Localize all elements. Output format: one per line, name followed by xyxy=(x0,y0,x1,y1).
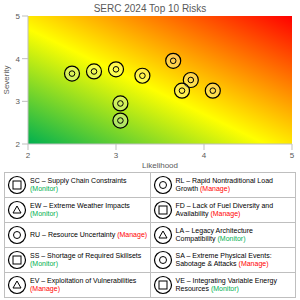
html-text:SA – Extreme Physical Events:: SA – Extreme Physical Events: Sabotage &… xyxy=(175,252,272,267)
svg-text:3: 3 xyxy=(114,151,119,160)
html-text:(Monitor): (Monitor) xyxy=(30,210,58,217)
svg-text:4: 4 xyxy=(202,151,207,160)
svg-text:5: 5 xyxy=(290,151,292,160)
html-text:SERC 2024 Top 10 Risks: SERC 2024 Top 10 Risks xyxy=(93,3,207,14)
html-text:FD – Lack of Fuel Diversity an: FD – Lack of Fuel Diversity and Availabi… xyxy=(175,202,274,217)
html-text:EW – Extreme Weather Impacts: EW – Extreme Weather Impacts xyxy=(30,202,130,209)
html-text:(Monitor): (Monitor) xyxy=(30,260,58,267)
svg-text:2: 2 xyxy=(16,140,21,149)
html-text:RL – Rapid Nontraditional Load: RL – Rapid Nontraditional Load Growth (M… xyxy=(175,177,273,192)
svg-text:Severity: Severity xyxy=(8,66,11,95)
svg-text:2: 2 xyxy=(26,151,31,160)
svg-text:Likelihood: Likelihood xyxy=(142,161,178,170)
html-text:RU – Resource Uncertainty (Man: RU – Resource Uncertainty (Manage) xyxy=(30,231,148,238)
html-text:(Manage): (Manage) xyxy=(30,285,60,292)
svg-text:4: 4 xyxy=(16,55,21,64)
html-text:EV – Exploitation of Vulnerabi: EV – Exploitation of Vulnerabilities xyxy=(30,277,137,284)
svg-text:3: 3 xyxy=(16,97,21,106)
svg-text:5: 5 xyxy=(16,12,21,21)
html-text:VE – Integrating Variable Ener: VE – Integrating Variable Energy Resourc… xyxy=(175,277,277,292)
html-text:SS – Shortage of Required Skil: SS – Shortage of Required Skillsets xyxy=(30,252,142,259)
html-text:LA – Legacy Architecture Compa: LA – Legacy Architecture Compatibility (… xyxy=(175,227,253,242)
html-text:SC – Supply Chain Constraints: SC – Supply Chain Constraints xyxy=(30,177,127,184)
html-text:(Monitor): (Monitor) xyxy=(30,185,58,192)
